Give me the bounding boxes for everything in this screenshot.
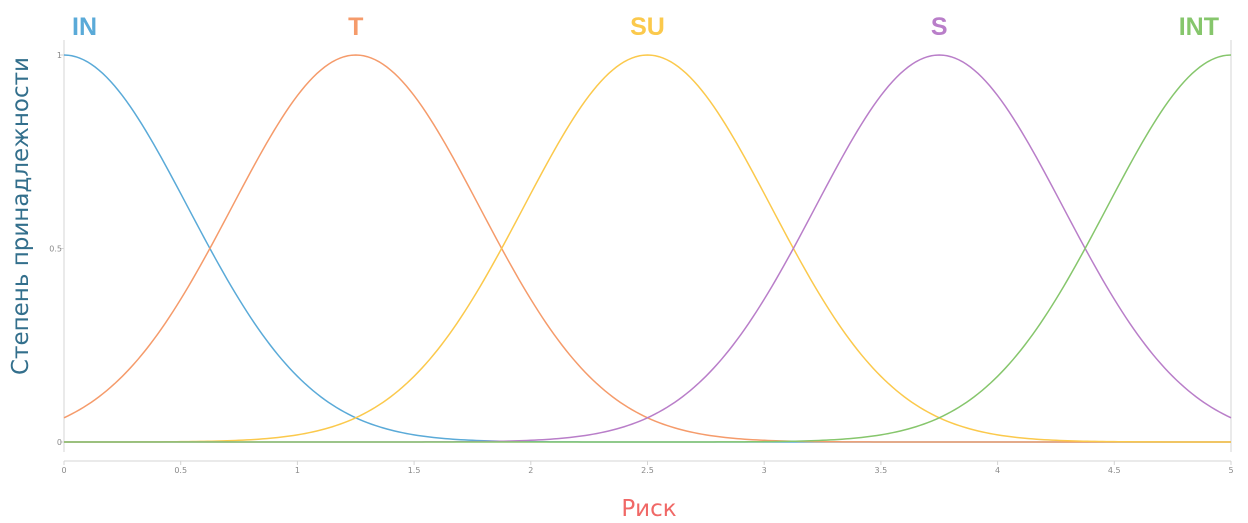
y-tick-label: 0.5 xyxy=(49,245,62,254)
x-tick-label: 4.5 xyxy=(1108,466,1121,475)
y-tick-label: 1 xyxy=(57,51,62,60)
x-axis-title: Риск xyxy=(621,496,676,522)
series-label-s: S xyxy=(931,13,948,41)
x-tick-label: 0.5 xyxy=(174,466,187,475)
series-label-t: T xyxy=(348,13,363,41)
series-line-s xyxy=(64,54,1232,443)
x-tick-label: 5 xyxy=(1228,466,1233,475)
series-label-in: IN xyxy=(72,13,97,41)
x-tick-label: 1.5 xyxy=(408,466,421,475)
series-line-t xyxy=(63,54,1231,443)
x-tick-label: 2 xyxy=(528,466,533,475)
axes xyxy=(60,40,1232,465)
series-labels: IN T SU S INT xyxy=(72,13,1219,41)
series-line-su xyxy=(64,54,1231,443)
y-axis-title: Степень принадлежности xyxy=(8,57,34,375)
tick-labels: 0 0.5 1 1.5 2 2.5 3 3.5 4 4.5 5 0 0.5 1 xyxy=(49,51,1233,475)
x-tick-label: 4 xyxy=(995,466,1000,475)
series-line-in xyxy=(63,54,1231,443)
series-line-int xyxy=(64,54,1232,443)
x-tick-label: 1 xyxy=(295,466,300,475)
x-tick-label: 3.5 xyxy=(875,466,888,475)
x-tick-label: 0 xyxy=(61,466,66,475)
y-tick-label: 0 xyxy=(57,438,62,447)
x-tick-label: 3 xyxy=(762,466,767,475)
series-label-int: INT xyxy=(1179,13,1219,41)
x-tick-label: 2.5 xyxy=(641,466,654,475)
series-label-su: SU xyxy=(630,13,665,41)
curves xyxy=(63,54,1232,443)
